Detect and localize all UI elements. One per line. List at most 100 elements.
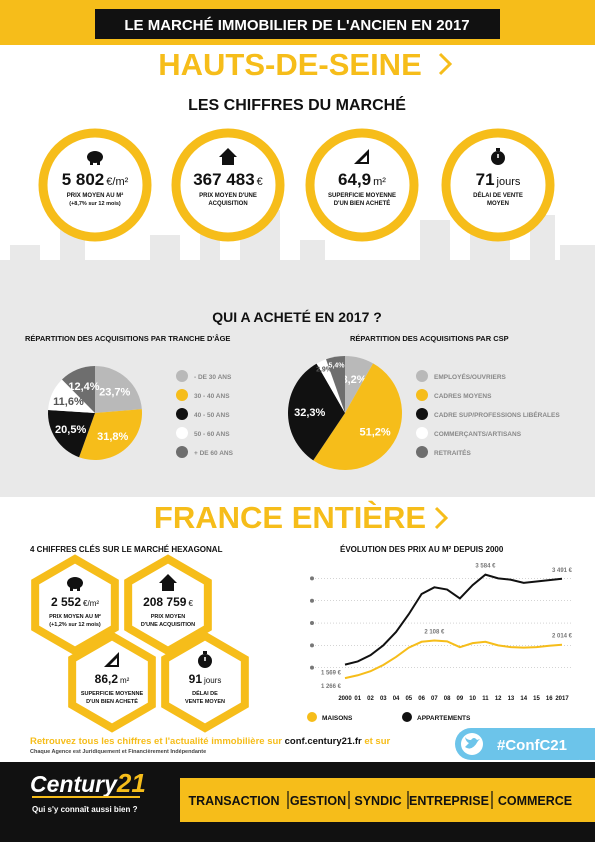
pie-slice bbox=[316, 359, 345, 413]
key-value: 367 483 bbox=[193, 170, 254, 189]
x-tick-label: 09 bbox=[457, 696, 464, 702]
icon-piggy bbox=[67, 577, 83, 589]
pie-label: 32,3% bbox=[294, 407, 325, 419]
line-series bbox=[344, 639, 563, 680]
x-tick-label: 16 bbox=[546, 696, 553, 702]
data-label: 2 108 € bbox=[424, 630, 445, 636]
twitter-badge[interactable] bbox=[455, 728, 595, 760]
icon-piggy bbox=[97, 161, 100, 165]
disclaimer: Chaque Agence est Juridiquement et Finan… bbox=[30, 749, 206, 755]
data-label: 1 569 € bbox=[321, 671, 342, 677]
key-label: VENTE MOYEN bbox=[185, 699, 225, 705]
key-unit: m² bbox=[120, 676, 130, 685]
chart-title: ÉVOLUTION DES PRIX AU M² DEPUIS 2000 bbox=[340, 545, 504, 554]
x-tick-label: 05 bbox=[405, 696, 412, 702]
icon-piggy bbox=[87, 151, 103, 163]
x-tick-label: 15 bbox=[533, 696, 540, 702]
pie-label: 12,4% bbox=[68, 381, 99, 393]
x-tick-label: 08 bbox=[444, 696, 451, 702]
pie-label: 31,8% bbox=[97, 431, 128, 443]
data-label: 3 491 € bbox=[552, 568, 573, 574]
key-unit: jours bbox=[496, 176, 521, 188]
footer-text: Retrouvez tous les chiffres et l'actuali… bbox=[30, 736, 285, 747]
legend-label: CADRE SUP/PROFESSIONS LIBÉRALES bbox=[434, 410, 560, 419]
figure-circle bbox=[38, 128, 152, 242]
section-title: QUI A ACHETÉ EN 2017 ? bbox=[212, 309, 382, 325]
pie-label: 20,5% bbox=[55, 424, 86, 436]
x-tick-label: 10 bbox=[469, 696, 476, 702]
key-value: 64,9 m² bbox=[338, 170, 386, 189]
footer-text: et sur bbox=[362, 736, 391, 747]
figure-circle bbox=[441, 128, 555, 242]
legend-label: APPARTEMENTS bbox=[417, 715, 471, 722]
pie-slice bbox=[48, 379, 95, 413]
key-unit: €/m² bbox=[106, 176, 128, 188]
key-value: 208 759 € bbox=[143, 595, 193, 609]
pie-slice bbox=[326, 356, 345, 413]
services: TRANSACTION GESTION SYNDIC ENTREPRISE COMMER… bbox=[189, 791, 572, 809]
footer-link[interactable]: conf.century21.fr bbox=[285, 736, 362, 747]
section-title: FRANCE ENTIÈRE bbox=[154, 500, 426, 535]
key-label: PRIX MOYEN AU M² bbox=[67, 192, 123, 199]
grid-dot bbox=[310, 621, 314, 626]
data-label: 1 266 € bbox=[321, 684, 342, 690]
icon-timer bbox=[496, 148, 500, 151]
key-label: DÉLAI DE bbox=[192, 689, 218, 697]
legend-marker bbox=[176, 408, 188, 420]
legend-marker bbox=[176, 370, 188, 382]
x-tick-label: 14 bbox=[520, 696, 527, 702]
icon-piggy bbox=[90, 161, 93, 165]
key-value: 71 jours bbox=[476, 170, 521, 189]
x-tick-label: 11 bbox=[482, 696, 489, 702]
pie-slice bbox=[47, 410, 95, 458]
data-label: 3 584 € bbox=[475, 564, 496, 570]
chart-title: RÉPARTITION DES ACQUISITIONS PAR CSP bbox=[350, 334, 509, 343]
data-label: 2 014 € bbox=[552, 634, 573, 640]
legend-label: 30 - 40 ANS bbox=[194, 393, 230, 400]
footer-text: Retrouvez tous les chiffres et l'actuali… bbox=[30, 736, 391, 747]
pie-slice bbox=[79, 409, 142, 460]
service: TRANSACTION bbox=[189, 794, 280, 808]
key-label: D'UN BIEN ACHETÉ bbox=[86, 697, 138, 705]
legend-label: COMMERÇANTS/ARTISANS bbox=[434, 431, 522, 438]
legend-label: RETRAITÉS bbox=[434, 448, 472, 457]
grid-dot bbox=[310, 576, 314, 581]
pie-label: 23,7% bbox=[99, 387, 130, 399]
legend-label: CADRES MOYENS bbox=[434, 393, 492, 400]
brand: Century21 bbox=[30, 768, 146, 798]
icon-square bbox=[354, 149, 369, 164]
x-tick-label: 04 bbox=[393, 696, 400, 702]
key-value: 2 552 bbox=[51, 595, 81, 609]
legend-marker bbox=[416, 446, 428, 458]
key-value: 64,9 bbox=[338, 170, 371, 189]
key-unit: €/m² bbox=[83, 599, 99, 608]
key-value: 71 bbox=[476, 170, 495, 189]
x-tick-label: 03 bbox=[380, 696, 387, 702]
x-tick-label: 2000 bbox=[338, 696, 352, 702]
legend-marker bbox=[416, 370, 428, 382]
icon-house bbox=[219, 148, 237, 165]
key-label: DÉLAI DE VENTE bbox=[473, 191, 523, 199]
key-label: PRIX MOYEN D'UNE bbox=[199, 193, 257, 199]
key-value: 367 483 € bbox=[193, 170, 263, 189]
chevron bbox=[438, 52, 453, 76]
hashtag[interactable]: #ConfC21 bbox=[497, 737, 567, 754]
figure-hexagon bbox=[124, 554, 212, 656]
tagline: Qui s'y connaît aussi bien ? bbox=[32, 805, 138, 814]
legend-marker bbox=[402, 712, 412, 722]
chart-title: RÉPARTITION DES ACQUISITIONS PAR TRANCHE… bbox=[25, 334, 230, 343]
service: SYNDIC bbox=[354, 794, 401, 808]
key-unit: jours bbox=[203, 676, 221, 685]
legend-label: + DE 60 ANS bbox=[194, 450, 234, 457]
legend-label: - DE 30 ANS bbox=[194, 374, 232, 381]
services-box bbox=[180, 778, 595, 822]
title-box bbox=[95, 9, 500, 39]
figure-hexagon bbox=[31, 554, 119, 656]
twitter-badge bbox=[580, 728, 595, 760]
x-tick-label: 2017 bbox=[555, 696, 569, 702]
legend-label: EMPLOYÉS/OUVRIERS bbox=[434, 372, 507, 381]
section-title: LES CHIFFRES DU MARCHÉ bbox=[188, 95, 406, 114]
key-unit: m² bbox=[373, 176, 386, 188]
key-value: 5 802 bbox=[62, 170, 105, 189]
